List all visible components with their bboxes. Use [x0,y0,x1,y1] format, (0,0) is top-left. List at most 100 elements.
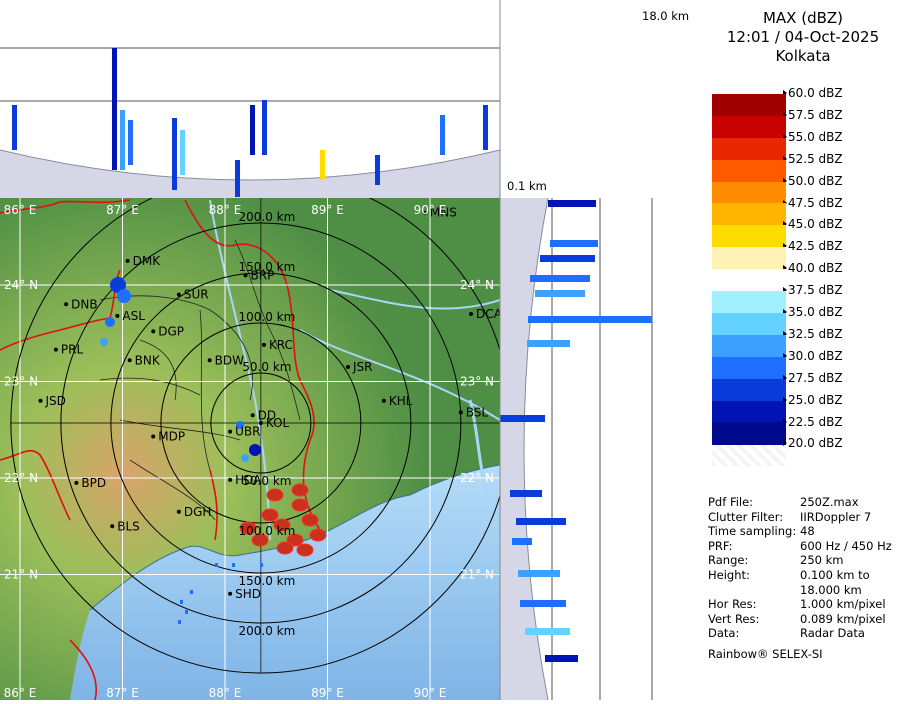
town-label: JSD [45,394,66,408]
vertical-section-north [0,0,500,198]
info-key: Data: [708,626,740,641]
bay-of-bengal [70,465,500,700]
latitude-label: 21° N [460,568,494,582]
town-label: BLS [117,519,140,533]
town-dot [115,313,120,318]
section-echo [180,130,185,175]
section-echo [375,155,380,185]
town-label: MNS [430,206,457,220]
info-value: 600 Hz / 450 Hz [800,538,892,553]
longitude-labels: 86° E 86° E 87° E 87° E 88° E 88° E 89° E 89° E… [4,203,447,700]
strong-echo [276,541,294,555]
longitude-label: 89° E [311,686,344,700]
section-echo [128,120,133,165]
latitude-label: 22° N [4,471,38,485]
section-echo [483,105,488,150]
town-dot [207,358,212,363]
info-value: 0.100 km to [800,568,870,582]
info-value: 18.000 km [800,582,862,597]
section-echo [512,538,532,545]
range-ring-labels: 50.0 km 50.0 km 100.0 km 100.0 km 150.0 km 15… [238,210,295,638]
town-label: DCA [476,307,503,321]
strong-echo [239,521,257,535]
legend-swatch [712,356,786,380]
legend-swatch [712,312,786,336]
strong-echo [273,518,291,532]
legend-swatch [712,159,786,182]
legend-swatch [712,115,786,139]
echo-cell [180,600,183,604]
town-dot [64,302,69,307]
map-echoes [100,277,327,624]
legend-swatch [712,181,786,204]
legend-swatch [712,72,786,95]
strong-echo [266,488,284,502]
section-echo [112,48,117,170]
town-label: KOL [266,416,290,430]
echo-cell [178,620,181,624]
longitude-label: 90° E [414,686,447,700]
info-key: Pdf File: [708,495,754,509]
town-dot [151,434,156,439]
legend-swatch [712,93,786,117]
section-echo [520,600,566,607]
info-key: Vert Res: [708,611,760,626]
legend-label: 32.5 dBZ [783,326,843,341]
river [468,399,492,501]
legend-label: 40.0 dBZ [783,261,843,276]
town-label: PRL [61,343,84,357]
latitude-label: 21° N [4,568,38,582]
section-echo [540,255,595,262]
town-dot [151,329,156,334]
section-echo [262,100,267,155]
echo-cell [100,338,108,346]
strong-echo [296,543,314,557]
section-echo [525,628,570,635]
info-key: Time sampling: [708,524,797,539]
legend-swatch [712,422,786,445]
info-value: 0.089 km/pixel [800,611,886,626]
echo-cell [105,317,115,327]
max-height-label: 18.0 km [642,9,690,23]
strong-echo [291,498,309,512]
town-dot [228,477,233,482]
town-label: SHD [235,587,261,601]
legend-swatch [712,291,786,314]
echo-cell [190,590,193,594]
echo-cell [215,563,218,567]
town-label: KHL [389,394,413,408]
range-label: 100.0 km [238,310,295,324]
ppi-map: DMK DNB SUR BRP MNS ASL DGP DCA KRC PRL BNK BDW JSR K… [0,198,503,700]
footer-credit: Rainbow® SELEX-SI [708,647,823,661]
section-echo [440,115,445,155]
town-dot [346,365,350,370]
info-key: Clutter Filter: [708,509,784,524]
echo-cell [117,289,131,303]
longitude-label: 87° E [106,203,139,217]
legend-label: 22.5 dBZ [783,414,843,429]
town-dot [74,480,79,485]
info-key: Range: [708,553,749,568]
range-label: 200.0 km [238,210,295,224]
river [329,289,500,310]
town-label: JSR [352,360,373,374]
top-section-echoes [12,48,488,197]
info-panel: MAX (dBZ) 12:01 / 04-Oct-2025 Kolkata 60… [700,0,906,700]
legend-swatch [712,269,786,292]
longitude-label: 86° E [4,203,37,217]
town-markers: DMK DNB SUR BRP MNS ASL DGP DCA KRC PRL BNK BDW JSR K… [38,206,503,601]
min-height-label: 0.1 km [507,179,547,193]
info-value: 250Z.max [800,495,859,509]
latitude-labels: 24° N 24° N 23° N 23° N 22° N 22° N 21° N 21° N [4,278,494,582]
section-echo [527,340,570,347]
section-echo [528,316,652,323]
echo-cell [236,421,244,429]
section-echo [12,105,17,150]
legend-swatch [712,378,786,401]
range-rings [10,198,500,674]
product-title: MAX (dBZ) [762,9,844,27]
legend-swatch [712,203,786,226]
legend-label: 30.0 dBZ [783,348,843,363]
latitude-label: 23° N [4,375,38,389]
longitude-label: 89° E [311,203,344,217]
